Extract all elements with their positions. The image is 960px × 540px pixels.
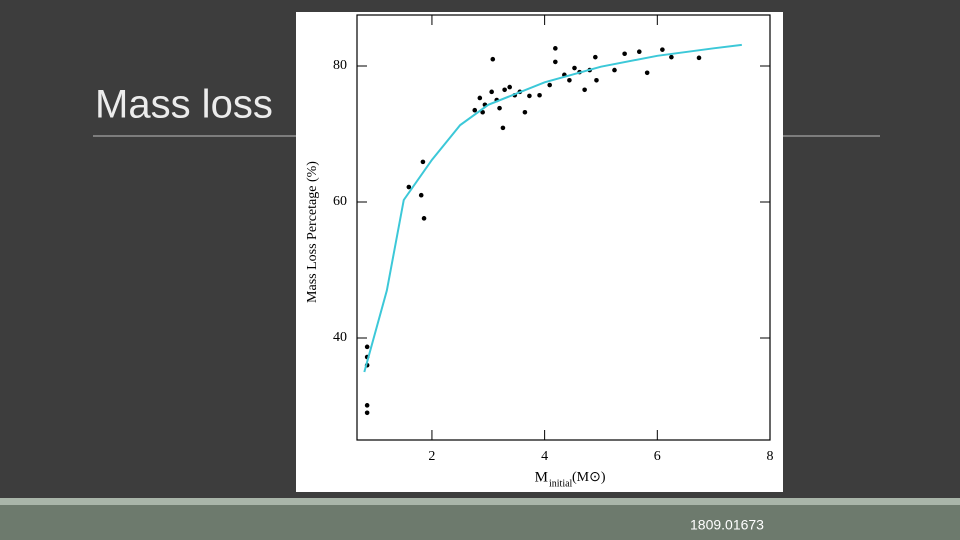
slide-title: Mass loss <box>95 83 273 127</box>
data-point <box>527 93 532 99</box>
data-point <box>567 77 572 83</box>
data-point <box>594 77 599 83</box>
data-point <box>502 87 507 93</box>
data-point <box>477 95 483 101</box>
y-tick-label: 60 <box>333 194 347 209</box>
data-point <box>553 59 558 65</box>
data-point <box>489 89 494 95</box>
footer-text: 1809.01673 <box>690 517 764 533</box>
plot-frame <box>356 14 771 441</box>
footer-stripe <box>0 498 960 505</box>
x-tick-label: 6 <box>654 449 661 464</box>
data-point <box>582 87 587 93</box>
data-point <box>593 54 598 60</box>
data-point <box>522 109 528 115</box>
data-point <box>406 184 412 190</box>
figure-background <box>296 12 783 492</box>
x-axis-label: M <box>535 469 548 485</box>
x-axis-label-unit: (M⊙) <box>572 470 606 485</box>
data-point <box>696 55 702 61</box>
data-point <box>622 51 627 57</box>
data-point <box>418 192 424 198</box>
x-axis-label-sub: initial <box>549 478 573 489</box>
x-tick-label: 8 <box>767 449 774 464</box>
data-point <box>500 125 506 131</box>
data-point <box>490 56 496 62</box>
data-point <box>537 92 542 98</box>
data-point <box>553 46 558 51</box>
data-point <box>497 105 502 111</box>
data-point <box>547 82 552 88</box>
y-tick-label: 40 <box>333 330 347 345</box>
data-point <box>472 107 478 113</box>
data-point <box>612 67 617 73</box>
data-point <box>421 216 427 221</box>
y-axis-label: Mass Loss Percetage (%) <box>305 161 320 303</box>
fit-curve <box>363 43 742 373</box>
data-point <box>669 54 674 60</box>
data-point <box>364 344 370 350</box>
footer-bar <box>0 505 960 540</box>
data-point <box>644 70 650 76</box>
data-point <box>660 47 665 52</box>
data-point <box>572 65 577 71</box>
data-point <box>420 159 426 165</box>
data-point <box>364 410 370 416</box>
data-point <box>480 109 485 115</box>
y-tick-label: 80 <box>333 58 347 73</box>
data-point <box>364 403 370 408</box>
data-point <box>636 49 642 55</box>
x-tick-label: 4 <box>541 449 548 464</box>
x-tick-label: 2 <box>428 449 435 464</box>
data-point <box>507 84 512 90</box>
